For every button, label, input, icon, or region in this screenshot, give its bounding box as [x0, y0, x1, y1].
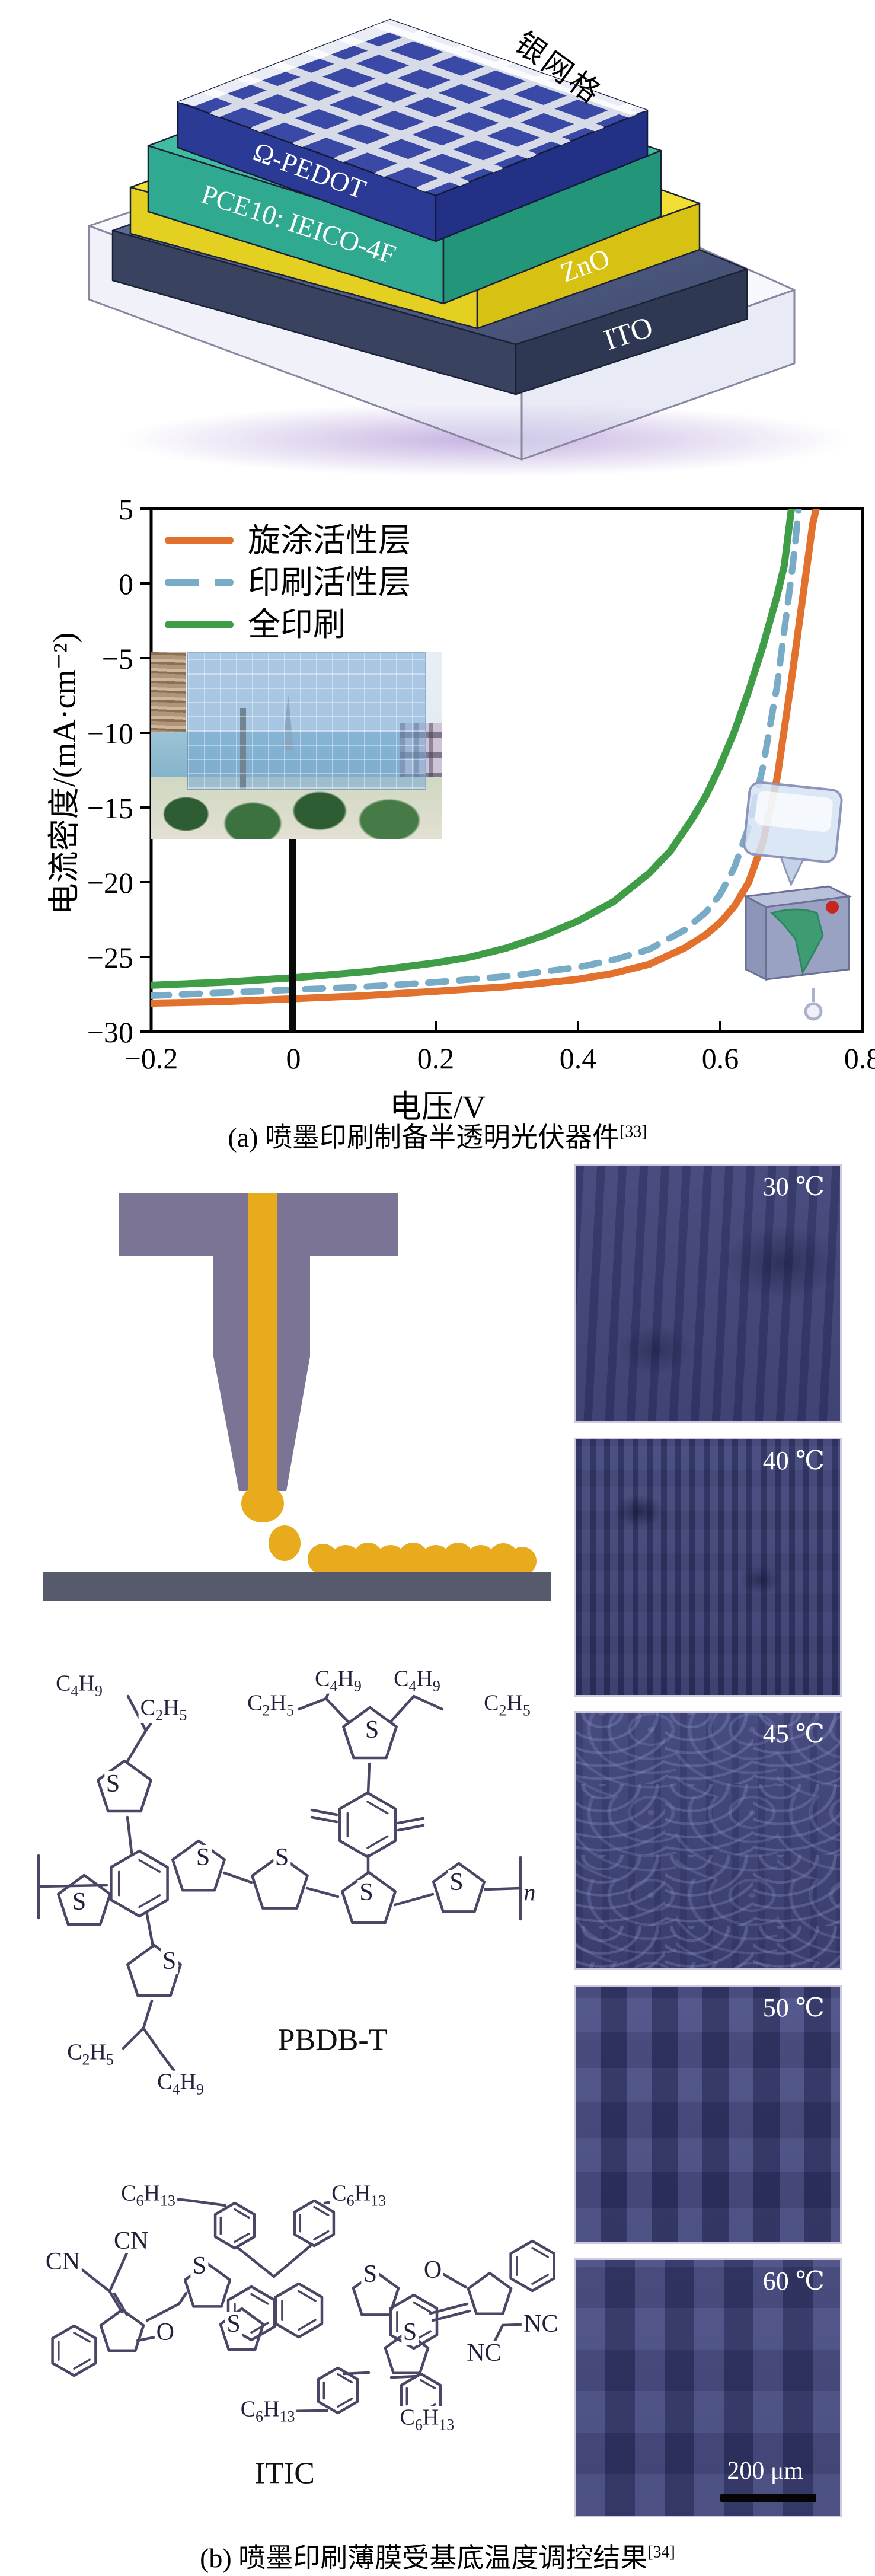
chem-label-NC: NC [522, 2312, 560, 2336]
chem-label-C6H13: C6H13 [330, 2182, 388, 2209]
pbdbt-name: PBDB-T [274, 2022, 391, 2057]
chem-label-C4H9: C4H9 [54, 1672, 104, 1699]
chem-label-O: O [154, 2320, 176, 2345]
svg-text:−0.2: −0.2 [124, 1042, 178, 1075]
legend-swatch-2 [165, 621, 234, 628]
legend-label-2: 全印刷 [248, 607, 346, 643]
deposited-droplets [308, 1543, 537, 1576]
micrograph-temp-label: 40 ℃ [762, 1445, 825, 1475]
caption-panel-b: (b) 喷墨印刷薄膜受基底温度调控结果[34] [200, 2543, 675, 2573]
chem-label-S: S [104, 1771, 122, 1796]
svg-text:−30: −30 [87, 1016, 133, 1049]
chem-label-S: S [273, 1845, 291, 1870]
chem-label-C2H5: C2H5 [482, 1691, 532, 1719]
micrograph-temp-label: 60 ℃ [762, 2267, 825, 2296]
grid-highlight [178, 20, 647, 115]
chem-label-NC: NC [465, 2341, 503, 2366]
chem-label-C6H13: C6H13 [238, 2398, 297, 2425]
chem-label-CN: CN [43, 2249, 82, 2274]
legend-label-0: 旋涂活性层 [248, 522, 411, 558]
chem-label-C2H5: C2H5 [245, 1691, 296, 1719]
chart-legend: 旋涂活性层印刷活性层全印刷 [165, 519, 411, 646]
svg-text:−25: −25 [87, 941, 133, 974]
chem-label-C2H5: C2H5 [138, 1697, 189, 1723]
scale-bar-label: 200 μm [727, 2457, 803, 2485]
chem-label-S: S [190, 2253, 209, 2278]
falling-droplet [269, 1525, 301, 1561]
jv-chart: 5 0 −5 −10 −15 −20 −25 −30 −0.2 0 0.2 0.4 0.6 0.8 旋涂活… [0, 498, 875, 1125]
series-0 [151, 509, 820, 1007]
ink-meniscus [241, 1485, 284, 1522]
pbdbt-skeleton [37, 1674, 522, 2073]
chem-label-S: S [160, 1948, 178, 1974]
x-axis-label: 电压/V [389, 1089, 486, 1125]
legend-swatch-1 [165, 579, 234, 586]
chem-label-n: n [523, 1878, 536, 1905]
molecule-itic: C6H13 C6H13 CN CN S S S S O O NC NC C6H13 C6H13 ITIC [6, 2117, 575, 2532]
chem-label-S: S [401, 2320, 419, 2345]
chem-label-S: S [363, 1717, 381, 1742]
micrograph-30℃: 30 ℃ [574, 1164, 842, 1423]
device-stack-illustration: ITO ZnO PCE10: IEICO-4F Ω-PEDOT 银网格 [88, 18, 854, 477]
legend-swatch-0 [165, 537, 234, 544]
legend-item-2: 全印刷 [165, 604, 411, 646]
legend-item-0: 旋涂活性层 [165, 519, 411, 561]
chem-label-C4H9: C4H9 [155, 2070, 206, 2098]
micrograph-temp-label: 30 ℃ [762, 1172, 825, 1201]
y-axis-label: 电流密度/(mA·cm⁻²) [46, 632, 82, 915]
svg-text:0: 0 [119, 567, 133, 601]
chem-label-C2H5: C2H5 [65, 2041, 116, 2068]
chem-label-C4H9: C4H9 [392, 1667, 442, 1694]
chem-label-S: S [194, 1845, 212, 1870]
series-2 [151, 509, 795, 989]
chem-label-S: S [225, 2312, 242, 2336]
jv-chart-canvas: 5 0 −5 −10 −15 −20 −25 −30−0.2 0 0.2 0.4 0.6 0.8 [87, 498, 875, 1075]
chem-label-CN: CN [112, 2229, 151, 2253]
chem-label-C6H13: C6H13 [119, 2182, 177, 2209]
svg-text:0.2: 0.2 [417, 1042, 455, 1075]
micrograph-40℃: 40 ℃ [574, 1437, 842, 1697]
micrograph-50℃: 50 ℃ [574, 1984, 842, 2244]
svg-text:0.6: 0.6 [702, 1042, 739, 1075]
itic-name: ITIC [251, 2456, 318, 2491]
itic-labels: C6H13 C6H13 CN CN S S S S O O NC NC C6H13 C6H13 [6, 2117, 575, 2532]
ink-channel [248, 1193, 277, 1499]
micrograph-60℃: 60 ℃ 200 μm [574, 2258, 842, 2517]
inkjet-nozzle-schematic [43, 1193, 551, 1601]
legend-label-1: 印刷活性层 [248, 564, 411, 601]
itic-skeleton [51, 2196, 555, 2421]
device-photo-inset [151, 652, 442, 839]
sample-pole [289, 837, 296, 1032]
legend-item-1: 印刷活性层 [165, 561, 411, 604]
svg-text:0.8: 0.8 [844, 1042, 875, 1075]
chem-label-S: S [448, 1869, 465, 1895]
svg-text:5: 5 [119, 498, 133, 526]
caption-panel-a: (a) 喷墨印刷制备半透明光伏器件[33] [228, 1122, 647, 1153]
chart-series [151, 509, 820, 1007]
micrograph-column: 30 ℃ 40 ℃ 45 ℃ 50 ℃ 60 ℃ 200 μm [574, 1164, 842, 2521]
substrate-bar [43, 1572, 551, 1601]
svg-text:−10: −10 [87, 717, 133, 750]
svg-text:−20: −20 [87, 866, 133, 899]
chem-label-O: O [421, 2258, 444, 2283]
chem-label-C4H9: C4H9 [313, 1667, 363, 1694]
chem-label-S: S [357, 1879, 375, 1905]
scale-bar [720, 2494, 816, 2502]
semitransparent-module-overlay [187, 652, 426, 790]
svg-text:−15: −15 [87, 791, 133, 825]
micrograph-temp-label: 50 ℃ [762, 1993, 825, 2022]
micrograph-45℃: 45 ℃ [574, 1711, 842, 1970]
svg-text:0.4: 0.4 [560, 1042, 597, 1075]
series-1 [151, 509, 802, 999]
micrograph-temp-label: 45 ℃ [762, 1719, 825, 1748]
chem-label-S: S [70, 1889, 88, 1915]
chem-label-C6H13: C6H13 [398, 2406, 456, 2433]
svg-text:−5: −5 [102, 642, 133, 675]
svg-text:0: 0 [286, 1042, 301, 1075]
printhead-icon [743, 781, 852, 1021]
chem-label-S: S [361, 2262, 379, 2287]
